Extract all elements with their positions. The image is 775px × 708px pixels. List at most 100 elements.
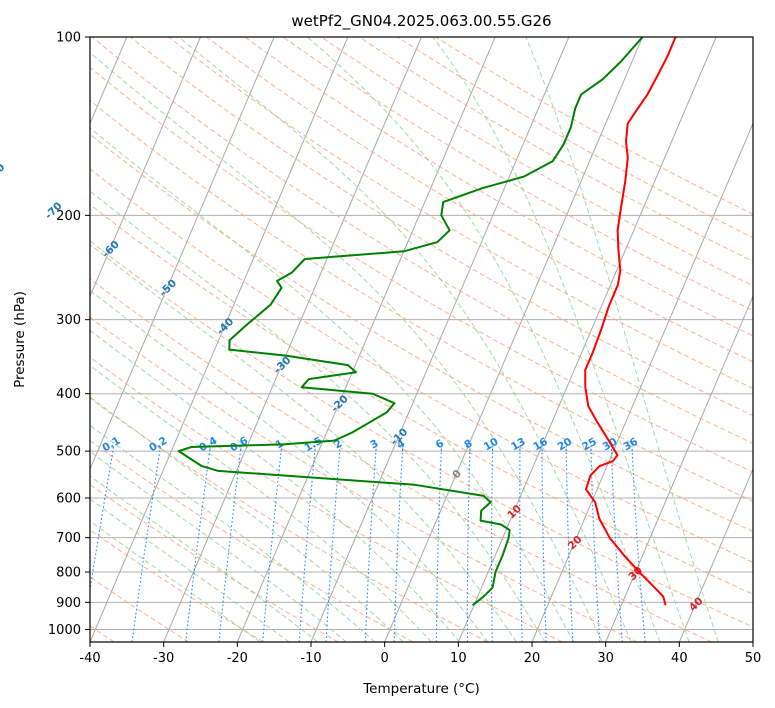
x-tick-label: -20 bbox=[227, 651, 248, 666]
dry-adiabat bbox=[90, 440, 414, 642]
isotherm-line bbox=[678, 467, 753, 642]
mixing-ratio-line bbox=[298, 445, 316, 642]
moist-adiabat bbox=[307, 37, 661, 642]
dry-adiabat bbox=[90, 356, 563, 642]
moist-adiabat bbox=[90, 520, 261, 642]
isotherm-line bbox=[90, 37, 275, 471]
x-tick-label: 0 bbox=[381, 651, 389, 666]
dry-adiabat bbox=[129, 37, 753, 417]
plot-frame bbox=[89, 36, 754, 643]
dry-adiabat bbox=[90, 240, 753, 628]
dry-adiabat bbox=[90, 576, 190, 642]
y-tick-label: 500 bbox=[56, 445, 81, 460]
mixing-ratio-line bbox=[393, 445, 404, 642]
isotherm-line bbox=[752, 640, 753, 642]
x-tick-label: -10 bbox=[300, 651, 321, 666]
dry-adiabat bbox=[90, 483, 339, 642]
mixing-ratio-line bbox=[631, 445, 646, 642]
moist-adiabat bbox=[90, 498, 290, 642]
profiles bbox=[177, 37, 677, 606]
y-tick-label: 200 bbox=[56, 209, 81, 224]
x-tick-label: 50 bbox=[745, 651, 762, 666]
mixing-ratio-line bbox=[519, 445, 523, 642]
isotherm-label: -80 bbox=[0, 161, 7, 183]
moist-adiabat bbox=[90, 424, 376, 642]
dry-adiabat bbox=[320, 37, 753, 287]
moist-adiabat bbox=[178, 37, 632, 642]
dry-adiabat bbox=[244, 37, 753, 337]
dry-adiabat bbox=[90, 529, 264, 642]
moist-adiabat bbox=[90, 451, 347, 642]
isotherm-label: -50 bbox=[157, 277, 179, 299]
chart-title: wetPf2_GN04.2025.063.00.55.G26 bbox=[291, 12, 551, 31]
moist-adiabat bbox=[525, 37, 719, 642]
mixing-ratio-line bbox=[262, 445, 283, 642]
mixing-ratio-line bbox=[364, 445, 377, 642]
isotherm-label: 10 bbox=[505, 503, 524, 522]
mixing-ratio-line bbox=[490, 445, 494, 642]
moist-adiabat bbox=[90, 475, 319, 642]
y-axis-label: Pressure (hPa) bbox=[12, 291, 28, 388]
isotherm-line bbox=[457, 37, 717, 642]
dry-adiabat bbox=[90, 66, 753, 473]
isotherm-line bbox=[90, 37, 349, 642]
isotherm-line bbox=[605, 295, 753, 642]
y-tick-label: 1000 bbox=[48, 623, 81, 638]
x-tick-label: 30 bbox=[597, 651, 614, 666]
isotherm-label: 0 bbox=[450, 468, 464, 482]
isotherm-label: -30 bbox=[272, 354, 294, 376]
x-tick-label: 40 bbox=[671, 651, 688, 666]
y-tick-label: 400 bbox=[56, 387, 81, 402]
dry-adiabat bbox=[90, 316, 638, 642]
y-tick-label: 300 bbox=[56, 313, 81, 328]
isotherm-line bbox=[163, 37, 422, 642]
y-tick-label: 100 bbox=[56, 31, 81, 46]
isotherm-label: -60 bbox=[100, 239, 122, 261]
x-axis: -40 -30 -20 -10 0 10 20 30 40 50 bbox=[79, 642, 761, 666]
mixing-ratio-line bbox=[435, 445, 443, 642]
mixing-ratio-line bbox=[90, 445, 115, 594]
y-tick-label: 600 bbox=[56, 492, 81, 507]
mixing-ratio-label: 3 bbox=[368, 437, 380, 451]
dry-adiabat bbox=[90, 397, 488, 642]
isotherm-label: -40 bbox=[214, 316, 236, 338]
isotherm-label: -10 bbox=[388, 426, 410, 448]
mixing-ratio-line bbox=[185, 445, 211, 642]
temperature-profile bbox=[584, 37, 677, 606]
mixing-ratio-label: 6 bbox=[434, 437, 446, 451]
isotherm-line bbox=[384, 37, 643, 642]
mixing-ratio-line bbox=[131, 445, 162, 642]
dewpoint-profile bbox=[177, 37, 644, 606]
isoline-labels: 0.10.20.40.611.52346810131620253036-100-… bbox=[0, 161, 706, 614]
dry-adiabat bbox=[90, 203, 753, 595]
dry-adiabat bbox=[90, 278, 712, 642]
dry-adiabat bbox=[282, 37, 753, 312]
dry-adiabat bbox=[91, 37, 753, 445]
y-tick-label: 800 bbox=[56, 566, 81, 581]
mixing-ratio-line bbox=[466, 445, 471, 642]
background-lines bbox=[90, 37, 753, 642]
x-tick-label: -30 bbox=[153, 651, 174, 666]
mixing-ratio-line bbox=[325, 445, 341, 642]
moist-adiabat bbox=[90, 190, 546, 642]
moist-adiabat bbox=[90, 127, 575, 642]
moist-adiabat bbox=[90, 329, 461, 642]
mixing-ratio-line bbox=[590, 445, 601, 642]
moist-adiabat bbox=[90, 364, 432, 642]
mixing-ratio-line bbox=[541, 445, 547, 642]
x-tick-label: -40 bbox=[79, 651, 100, 666]
dry-adiabat bbox=[90, 133, 753, 533]
isotherm-line bbox=[531, 122, 753, 642]
x-tick-label: 10 bbox=[450, 651, 467, 666]
moist-adiabat bbox=[90, 243, 517, 642]
x-axis-label: Temperature (°C) bbox=[362, 681, 480, 697]
y-tick-label: 700 bbox=[56, 531, 81, 546]
mixing-ratio-line bbox=[610, 445, 623, 642]
y-tick-label: 900 bbox=[56, 596, 81, 611]
y-axis: 100 200 300 400 500 600 700 800 900 1000 bbox=[48, 31, 90, 638]
moist-adiabat bbox=[90, 396, 404, 642]
mixing-ratio-line bbox=[565, 445, 574, 642]
moist-adiabat bbox=[90, 289, 489, 642]
isotherm-label: -20 bbox=[329, 393, 351, 415]
